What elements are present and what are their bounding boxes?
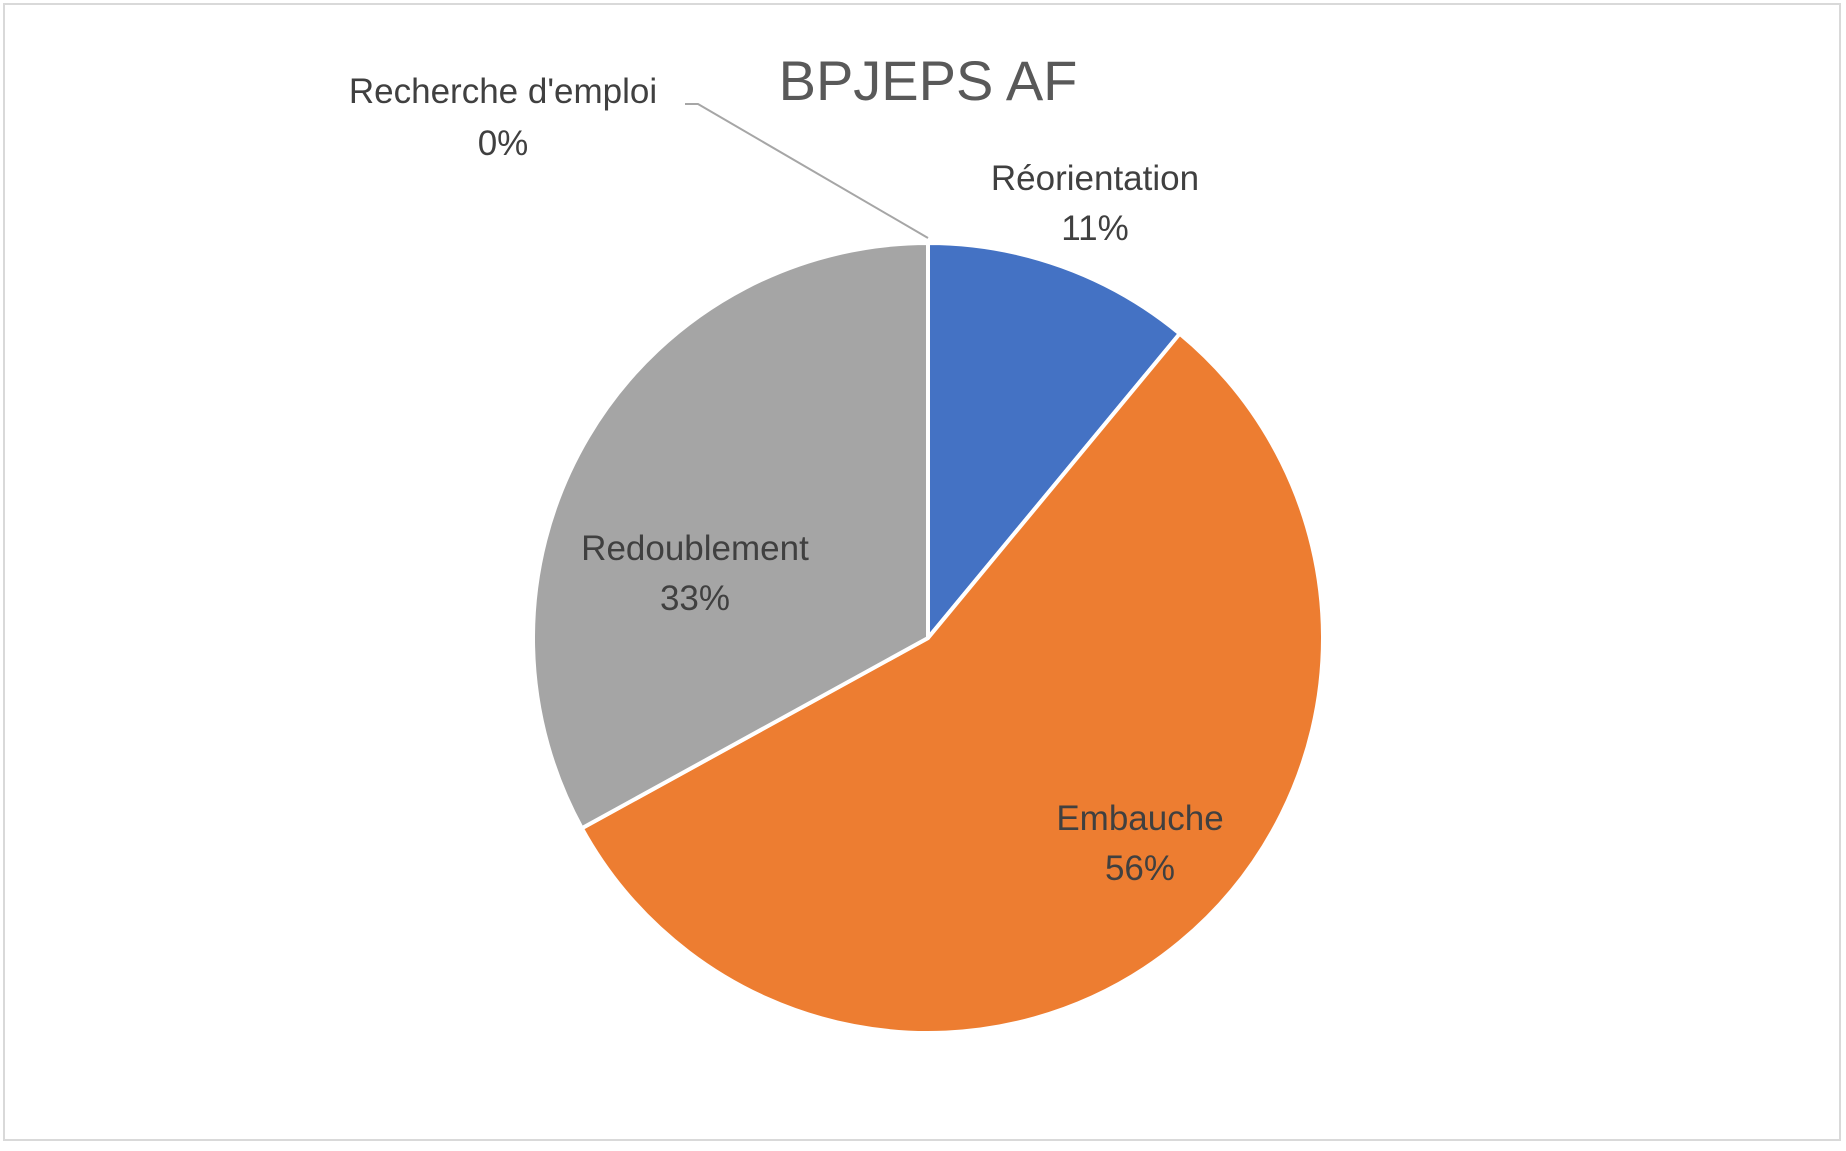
- chart-area: BPJEPS AF Réorientation 11% Embauche 56% Red…: [3, 3, 1841, 1141]
- pie-slices: [531, 241, 1326, 1035]
- pie-slice-embauche: [579, 331, 1326, 1035]
- pie-chart: BPJEPS AF Réorientation 11% Embauche 56% Red…: [349, 49, 1326, 1035]
- pie-slice-reorientation: [926, 241, 1182, 640]
- data-label-percent-reorientation: 11%: [1061, 209, 1128, 248]
- chart-title: BPJEPS AF: [779, 49, 1078, 112]
- data-label-percent-embauche: 56%: [1105, 849, 1175, 888]
- data-label-category-reorientation: Réorientation: [991, 159, 1199, 198]
- leader-line-recherche-d-emploi: [685, 103, 929, 239]
- data-label-percent-redoublement: 33%: [660, 579, 730, 618]
- data-label-percent-recherche-d-emploi: 0%: [478, 124, 529, 163]
- data-label-category-embauche: Embauche: [1056, 799, 1223, 838]
- data-label-category-recherche-d-emploi: Recherche d'emploi: [349, 72, 657, 111]
- pie-labels: Réorientation 11% Embauche 56% Redoublement 3…: [349, 72, 1224, 888]
- data-label-category-redoublement: Redoublement: [581, 529, 809, 568]
- pie-slice-redoublement: [531, 241, 930, 831]
